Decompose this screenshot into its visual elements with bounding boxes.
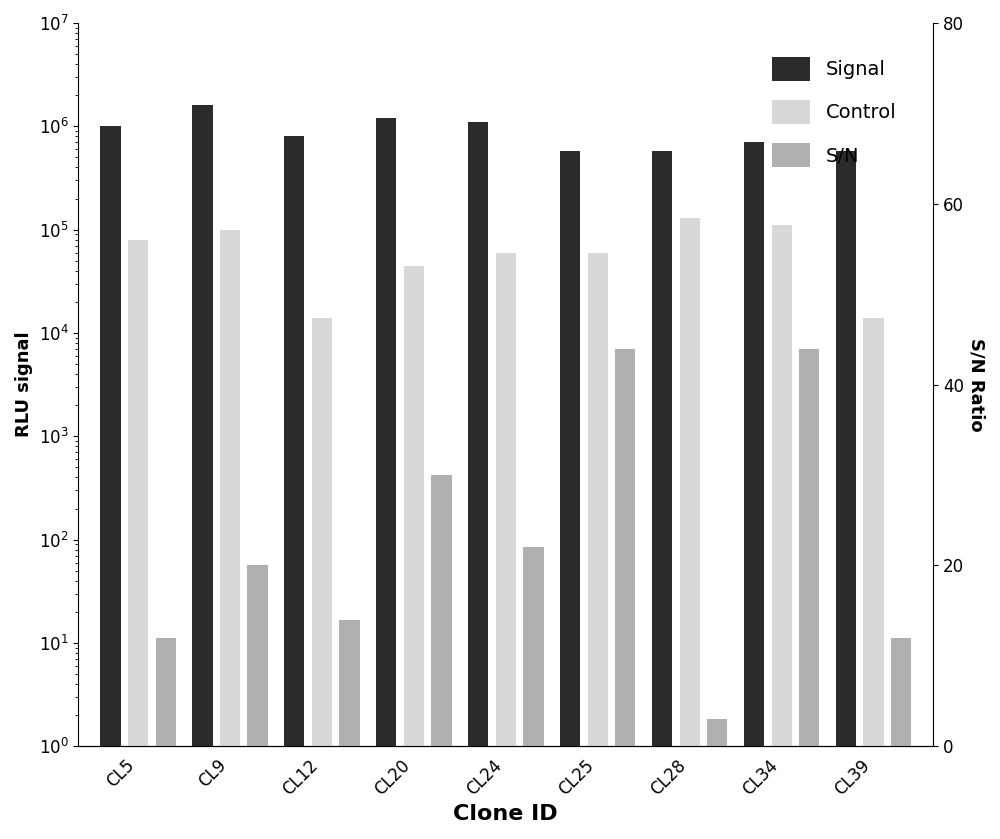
Bar (376, 118, 396, 839)
Bar (744, 143, 764, 839)
Bar (652, 151, 672, 839)
Bar (431, 475, 452, 747)
Y-axis label: RLU signal: RLU signal (15, 332, 33, 437)
Bar (496, 253, 516, 839)
Bar (863, 318, 884, 839)
Bar (680, 218, 700, 839)
Y-axis label: S/N Ratio: S/N Ratio (967, 338, 985, 431)
Bar (615, 348, 635, 747)
X-axis label: Clone ID: Clone ID (453, 804, 558, 824)
Bar (799, 348, 819, 747)
Bar (560, 151, 580, 839)
Bar (339, 620, 360, 747)
Bar (468, 122, 488, 839)
Bar (588, 253, 608, 839)
Bar (707, 719, 727, 747)
Bar (772, 226, 792, 839)
Bar (247, 565, 268, 747)
Bar (220, 230, 240, 839)
Bar (128, 240, 148, 839)
Bar (156, 638, 176, 747)
Bar (312, 318, 332, 839)
Bar (523, 547, 544, 747)
Bar (100, 127, 121, 839)
Bar (284, 137, 304, 839)
Bar (404, 265, 424, 839)
Bar (836, 151, 856, 839)
Legend: Signal, Control, S/N: Signal, Control, S/N (762, 47, 906, 177)
Bar (891, 638, 911, 747)
Bar (192, 105, 213, 839)
